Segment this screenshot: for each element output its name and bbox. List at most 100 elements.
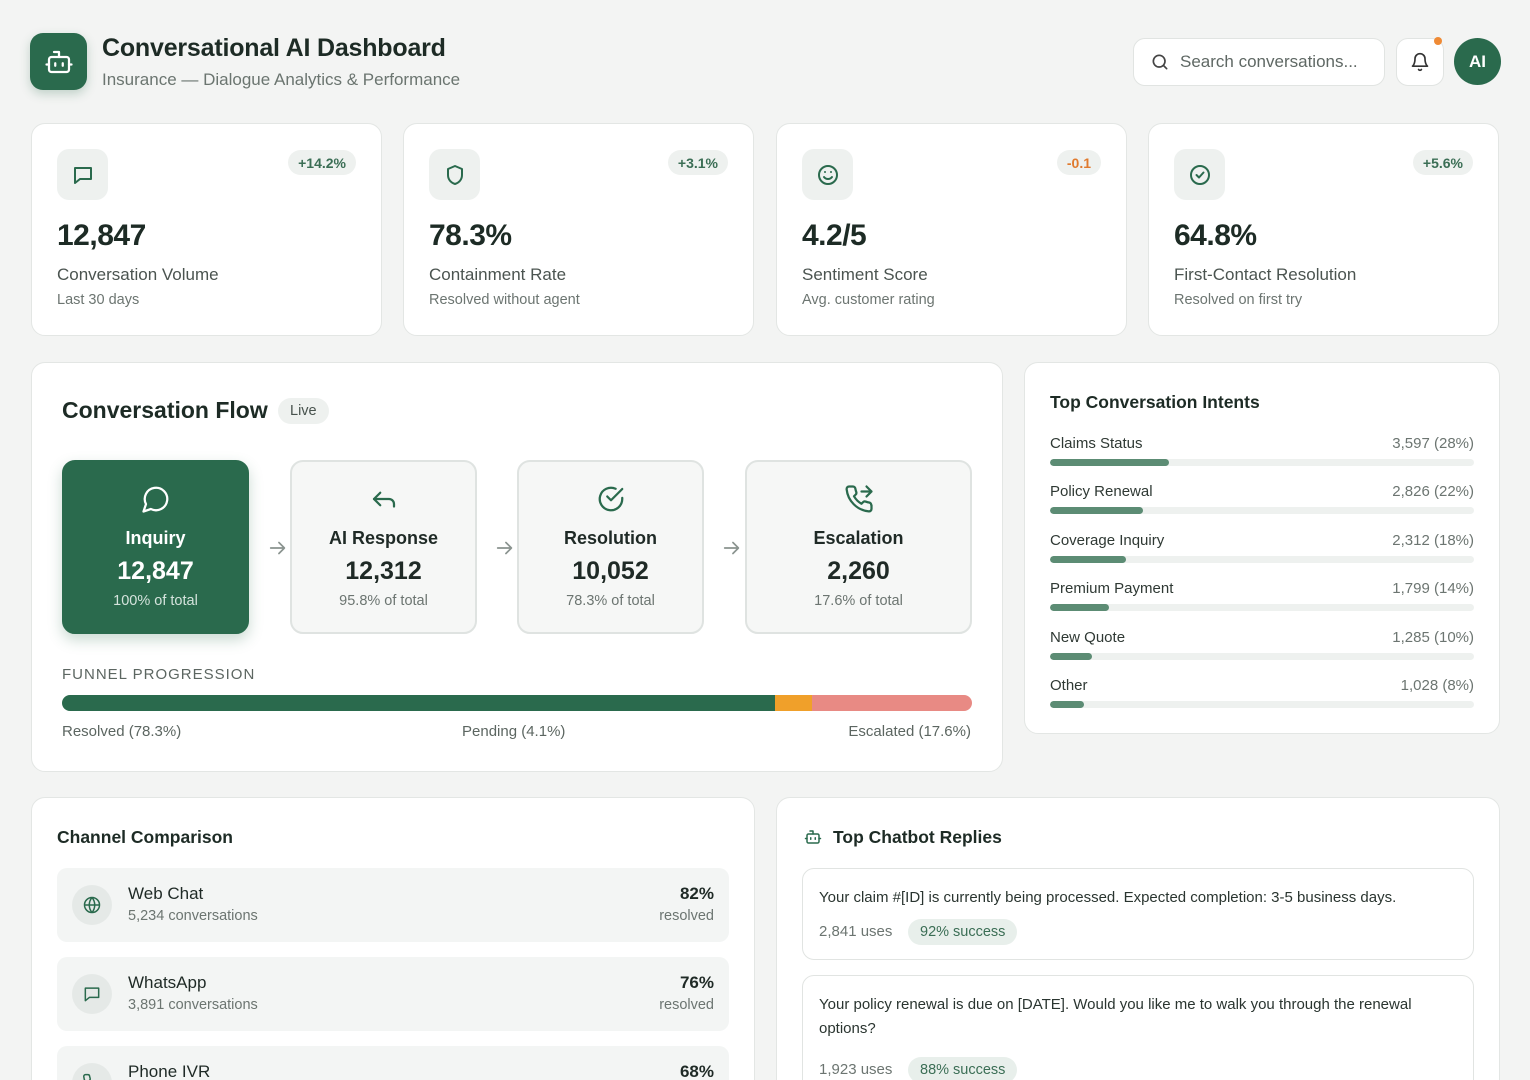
- intent-name: Other: [1050, 677, 1088, 694]
- reply-text: Your policy renewal is due on [DATE]. Wo…: [819, 996, 1412, 1037]
- search-box[interactable]: [1133, 38, 1385, 86]
- kpi-card-sentiment-score: -0.1 4.2/5 Sentiment Score Avg. customer…: [776, 123, 1127, 336]
- stage-value: 12,847: [117, 557, 194, 585]
- funnel-label: FUNNEL PROGRESSION: [62, 666, 256, 683]
- stage-pct: 17.6% of total: [814, 593, 903, 609]
- legend-pending: Pending (4.1%): [462, 723, 566, 740]
- stage-name: Escalation: [813, 528, 904, 548]
- intent-bar-track: [1050, 459, 1474, 466]
- app-logo: [30, 33, 87, 90]
- stage-value: 10,052: [572, 557, 649, 585]
- intent-name: Policy Renewal: [1050, 483, 1153, 501]
- intent-bar-track: [1050, 555, 1474, 563]
- globe-icon: [83, 896, 101, 914]
- intent-row[interactable]: New Quote 1,285 (10%): [1050, 629, 1474, 661]
- stage-pct: 78.3% of total: [566, 593, 655, 609]
- stage-name: Inquiry: [125, 528, 186, 548]
- arrow-right-icon: [496, 541, 513, 555]
- stage-name: AI Response: [328, 528, 439, 548]
- intent-row[interactable]: Premium Payment 1,799 (14%): [1050, 580, 1474, 612]
- channel-pct: 76%: [679, 973, 714, 992]
- stage-name: Resolution: [564, 528, 657, 548]
- funnel-bar: [62, 695, 972, 711]
- check-circle-icon: [598, 486, 623, 512]
- intent-bar-fill: [1050, 459, 1169, 466]
- phone-icon: [83, 1073, 92, 1080]
- channel-row-phone-ivr[interactable]: Phone IVR 68%: [57, 1046, 729, 1080]
- kpi-card-conversation-volume: +14.2% 12,847 Conversation Volume Last 3…: [31, 123, 382, 336]
- channel-name: Web Chat: [128, 884, 204, 903]
- channel-resolved-label: resolved: [659, 997, 714, 1013]
- intent-bar-fill: [1050, 555, 1127, 563]
- kpi-label: Sentiment Score: [802, 265, 928, 284]
- channel-row-whatsapp[interactable]: WhatsApp 3,891 conversations 76% resolve…: [57, 957, 729, 1031]
- kpi-value: 64.8%: [1174, 219, 1257, 252]
- reply-icon: [372, 491, 395, 508]
- intent-name: New Quote: [1050, 628, 1126, 646]
- flow-title: Conversation Flow: [62, 397, 268, 423]
- message-icon: [73, 166, 92, 184]
- stage-ai-response[interactable]: AI Response 12,312 95.8% of total: [290, 460, 477, 634]
- arrow-right-icon: [723, 541, 740, 555]
- channel-pct: 82%: [679, 884, 714, 903]
- reply-uses: 2,841 uses: [819, 923, 893, 940]
- kpi-sub: Last 30 days: [57, 292, 140, 308]
- kpi-sub: Resolved on first try: [1174, 292, 1303, 308]
- delta-badge: +5.6%: [1412, 150, 1473, 175]
- kpi-value: 12,847: [57, 219, 146, 252]
- reply-card[interactable]: Your claim #[ID] is currently being proc…: [802, 868, 1474, 960]
- channel-name: WhatsApp: [128, 973, 207, 992]
- intent-name: Premium Payment: [1050, 580, 1174, 598]
- message-circle-icon: [141, 486, 168, 513]
- intent-bar-track: [1050, 652, 1474, 660]
- smile-icon: [817, 164, 838, 185]
- stage-pct: 95.8% of total: [339, 593, 428, 609]
- delta-badge: -0.1: [1056, 150, 1101, 175]
- arrow-right-icon: [269, 541, 286, 555]
- reply-card[interactable]: Your policy renewal is due on [DATE]. Wo…: [802, 975, 1474, 1080]
- search-icon: [1152, 54, 1168, 70]
- stage-inquiry[interactable]: Inquiry 12,847 100% of total: [62, 460, 249, 634]
- stage-resolution[interactable]: Resolution 10,052 78.3% of total: [517, 460, 704, 634]
- stage-value: 12,312: [345, 557, 422, 585]
- intent-bar-fill: [1050, 507, 1144, 515]
- reply-uses: 1,923 uses: [819, 1061, 893, 1078]
- message-icon: [84, 987, 100, 1002]
- channel-count: 3,891 conversations: [128, 997, 258, 1013]
- intent-value: 1,799 (14%): [1392, 580, 1474, 598]
- intent-value: 2,826 (22%): [1392, 483, 1474, 501]
- reply-success-badge: 92% success: [908, 919, 1018, 945]
- intent-bar-track: [1050, 701, 1474, 708]
- legend-resolved: Resolved (78.3%): [62, 723, 182, 740]
- kpi-label: Conversation Volume: [57, 265, 219, 284]
- intent-name: Coverage Inquiry: [1050, 531, 1165, 549]
- top-replies-panel: Top Chatbot Replies Your claim #[ID] is …: [776, 797, 1500, 1080]
- bot-icon: [44, 50, 73, 73]
- page-subtitle: Insurance — Dialogue Analytics & Perform…: [102, 70, 461, 89]
- channel-resolved-label: resolved: [659, 908, 714, 924]
- replies-title: Top Chatbot Replies: [833, 827, 1002, 847]
- avatar[interactable]: AI: [1454, 38, 1501, 85]
- channel-row-web-chat[interactable]: Web Chat 5,234 conversations 82% resolve…: [57, 868, 729, 942]
- kpi-sub: Avg. customer rating: [802, 292, 935, 308]
- channel-name: Phone IVR: [128, 1062, 211, 1080]
- page-title: Conversational AI Dashboard: [102, 34, 446, 62]
- legend-escalated: Escalated (17.6%): [848, 723, 971, 740]
- intent-row[interactable]: Other 1,028 (8%): [1050, 677, 1474, 709]
- intent-value: 3,597 (28%): [1392, 435, 1474, 452]
- phone-forward-icon: [845, 485, 873, 513]
- intent-value: 1,285 (10%): [1392, 628, 1474, 646]
- kpi-label: Containment Rate: [429, 265, 567, 284]
- stage-escalation[interactable]: Escalation 2,260 17.6% of total: [745, 460, 972, 634]
- funnel-segment-resolved: [62, 695, 775, 711]
- search-input[interactable]: [1180, 52, 1372, 72]
- reply-text: Your claim #[ID] is currently being proc…: [819, 889, 1397, 906]
- intent-row[interactable]: Policy Renewal 2,826 (22%): [1050, 483, 1474, 515]
- kpi-card-first-contact-resolution: +5.6% 64.8% First-Contact Resolution Res…: [1148, 123, 1499, 336]
- reply-success-badge: 88% success: [908, 1057, 1018, 1080]
- intent-row[interactable]: Claims Status 3,597 (28%): [1050, 435, 1474, 467]
- intent-row[interactable]: Coverage Inquiry 2,312 (18%): [1050, 532, 1474, 564]
- channel-pct: 68%: [679, 1062, 714, 1080]
- intent-value: 1,028 (8%): [1400, 677, 1474, 694]
- notifications-button[interactable]: [1396, 37, 1444, 86]
